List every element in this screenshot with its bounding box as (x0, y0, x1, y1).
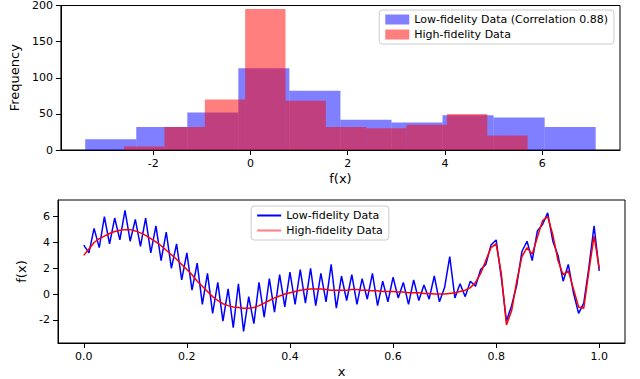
svg-text:0.4: 0.4 (281, 350, 299, 363)
svg-text:4: 4 (441, 157, 448, 170)
svg-text:Low-fidelity Data: Low-fidelity Data (286, 209, 379, 222)
svg-text:-2: -2 (148, 157, 159, 170)
svg-text:0: 0 (247, 157, 254, 170)
svg-text:High-fidelity Data: High-fidelity Data (414, 28, 511, 41)
svg-text:f(x): f(x) (329, 171, 351, 186)
svg-text:f(x): f(x) (14, 260, 29, 282)
svg-text:100: 100 (32, 71, 53, 84)
svg-text:1.0: 1.0 (590, 350, 608, 363)
svg-text:0.8: 0.8 (487, 350, 505, 363)
svg-text:4: 4 (43, 236, 50, 249)
svg-text:2: 2 (344, 157, 351, 170)
svg-text:0: 0 (46, 144, 53, 157)
svg-text:-2: -2 (39, 313, 50, 326)
svg-text:x: x (338, 364, 346, 379)
svg-text:Frequency: Frequency (7, 44, 22, 111)
svg-text:2: 2 (43, 262, 50, 275)
svg-text:Low-fidelity Data (Correlation: Low-fidelity Data (Correlation 0.88) (414, 13, 608, 26)
svg-text:High-fidelity Data: High-fidelity Data (286, 224, 383, 237)
svg-text:150: 150 (32, 35, 53, 48)
svg-text:200: 200 (32, 0, 53, 12)
svg-text:0: 0 (43, 288, 50, 301)
svg-text:6: 6 (539, 157, 546, 170)
svg-text:0.2: 0.2 (178, 350, 196, 363)
svg-text:50: 50 (39, 107, 53, 120)
svg-text:0.6: 0.6 (384, 350, 402, 363)
svg-text:0.0: 0.0 (75, 350, 93, 363)
svg-text:6: 6 (43, 210, 50, 223)
